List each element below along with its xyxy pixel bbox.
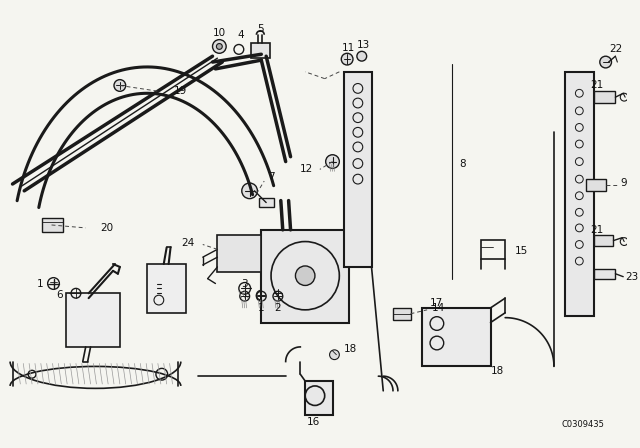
Circle shape — [216, 43, 222, 49]
Bar — [218, 235, 261, 272]
Text: 3: 3 — [241, 279, 248, 289]
Circle shape — [341, 53, 353, 65]
Bar — [594, 91, 616, 103]
Text: 14: 14 — [432, 303, 445, 313]
Text: C0309435: C0309435 — [562, 421, 605, 430]
Bar — [305, 381, 333, 415]
Text: 7: 7 — [268, 172, 275, 182]
Bar — [594, 235, 614, 246]
Text: 10: 10 — [212, 28, 226, 38]
Circle shape — [330, 350, 339, 360]
Circle shape — [296, 266, 315, 285]
Circle shape — [212, 39, 226, 53]
Text: 1: 1 — [36, 279, 43, 289]
Text: 8: 8 — [460, 159, 466, 168]
Circle shape — [600, 56, 611, 68]
Bar — [147, 264, 186, 313]
Text: 23: 23 — [625, 271, 639, 282]
Bar — [66, 293, 120, 347]
Bar — [344, 72, 372, 267]
Bar — [393, 308, 410, 319]
Text: 6: 6 — [56, 290, 63, 300]
Text: 5: 5 — [257, 24, 264, 34]
Text: 16: 16 — [307, 417, 319, 427]
Bar — [586, 179, 605, 191]
Bar — [594, 269, 616, 279]
Text: 4: 4 — [237, 30, 244, 40]
Text: 2: 2 — [275, 303, 281, 313]
Text: 22: 22 — [609, 44, 622, 54]
Bar — [251, 43, 270, 58]
Circle shape — [242, 183, 257, 198]
Text: 20: 20 — [100, 223, 113, 233]
Bar — [422, 308, 490, 366]
Text: 21: 21 — [591, 225, 604, 235]
Text: 18: 18 — [490, 366, 504, 376]
Text: 24: 24 — [182, 237, 195, 248]
Bar — [481, 240, 505, 259]
Text: 21: 21 — [591, 81, 604, 90]
Text: 19: 19 — [173, 86, 187, 96]
Circle shape — [357, 52, 367, 61]
Text: 1: 1 — [258, 303, 264, 313]
Text: 12: 12 — [300, 164, 313, 174]
Bar — [259, 198, 274, 207]
Bar — [261, 230, 349, 323]
Text: 11: 11 — [342, 43, 355, 53]
Text: 9: 9 — [620, 178, 627, 188]
Bar — [42, 218, 63, 232]
Text: 17: 17 — [430, 298, 444, 308]
Text: 13: 13 — [357, 39, 371, 49]
Circle shape — [114, 80, 125, 91]
Text: 15: 15 — [515, 246, 528, 256]
Bar — [564, 72, 594, 316]
Text: 18: 18 — [344, 344, 358, 354]
Circle shape — [326, 155, 339, 168]
